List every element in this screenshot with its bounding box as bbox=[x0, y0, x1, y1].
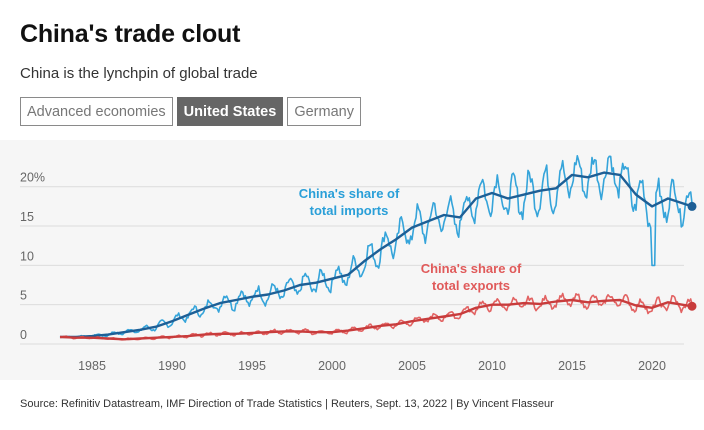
chart-title: China's trade clout bbox=[20, 20, 241, 48]
exports-end-marker bbox=[687, 301, 697, 311]
x-tick-label: 2000 bbox=[318, 359, 346, 373]
source-note: Source: Refinitiv Datastream, IMF Direct… bbox=[20, 398, 554, 410]
imports-end-marker bbox=[687, 201, 697, 211]
chart-area: 0 5 10 15 20% 1985 1990 1995 2000 2005 2010 2015 202… bbox=[0, 140, 704, 380]
imports-monthly-line bbox=[59, 155, 693, 339]
x-tick-label: 1990 bbox=[158, 359, 186, 373]
chart-subtitle: China is the lynchpin of global trade bbox=[20, 65, 258, 82]
tab-united-states[interactable]: United States bbox=[176, 97, 284, 126]
imports-series-label: China's share of bbox=[299, 186, 400, 201]
y-tick-label: 15 bbox=[20, 210, 34, 224]
x-tick-label: 2020 bbox=[638, 359, 666, 373]
line-chart: 0 5 10 15 20% 1985 1990 1995 2000 2005 2010 2015 202… bbox=[20, 155, 697, 373]
y-tick-label: 5 bbox=[20, 289, 27, 303]
exports-trend-line bbox=[59, 298, 693, 341]
exports-series-label: China's share of bbox=[421, 261, 522, 276]
x-tick-label: 1985 bbox=[78, 359, 106, 373]
tab-germany[interactable]: Germany bbox=[287, 97, 361, 126]
imports-trend-line bbox=[60, 171, 693, 339]
tab-advanced-economies[interactable]: Advanced economies bbox=[20, 97, 173, 126]
y-tick-label: 10 bbox=[20, 249, 34, 263]
imports-series-label: total imports bbox=[310, 203, 389, 218]
y-tick-label: 0 bbox=[20, 328, 27, 342]
x-tick-label: 2005 bbox=[398, 359, 426, 373]
x-tick-label: 2015 bbox=[558, 359, 586, 373]
exports-series-label: total exports bbox=[432, 278, 510, 293]
x-tick-label: 2010 bbox=[478, 359, 506, 373]
y-tick-label: 20% bbox=[20, 171, 45, 185]
x-tick-label: 1995 bbox=[238, 359, 266, 373]
economy-tabs: Advanced economies United States Germany bbox=[20, 97, 361, 126]
